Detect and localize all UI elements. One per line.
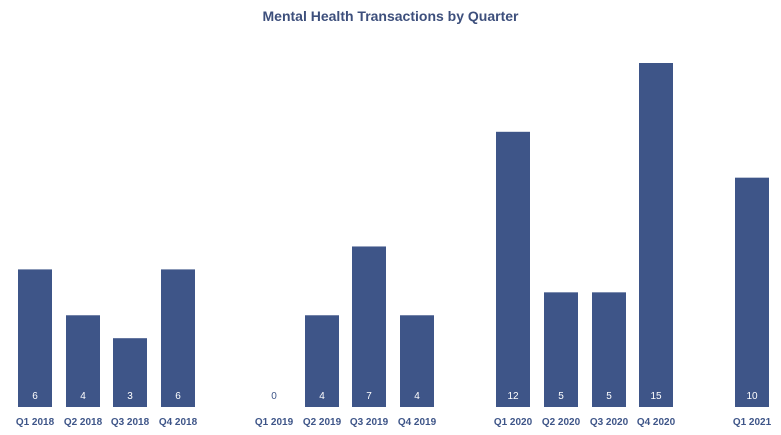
data-label: 5: [606, 391, 612, 402]
bar-q3-2019: [352, 246, 386, 407]
bar-q1-2018: [18, 269, 52, 407]
data-label: 12: [507, 391, 519, 402]
data-label: 5: [558, 391, 564, 402]
data-label: 10: [746, 391, 758, 402]
bar-q1-2020: [496, 131, 530, 408]
x-tick-label: Q2 2020: [542, 417, 581, 428]
data-label: 3: [127, 391, 133, 402]
data-label: 6: [32, 391, 38, 402]
x-tick-label: Q4 2020: [637, 417, 676, 428]
x-tick-label: Q1 2018: [16, 417, 55, 428]
x-tick-label: Q1 2019: [255, 417, 294, 428]
x-tick-label: Q2 2018: [64, 417, 103, 428]
chart-title: Mental Health Transactions by Quarter: [262, 8, 519, 24]
bar-q1-2021: [735, 177, 769, 407]
x-tick-label: Q1 2021: [733, 417, 772, 428]
data-label: 4: [319, 391, 325, 402]
x-tick-label: Q1 2020: [494, 417, 533, 428]
bar-q2-2019: [305, 315, 339, 407]
data-label: 6: [175, 391, 181, 402]
bar-q4-2018: [161, 269, 195, 407]
data-label: 7: [366, 391, 372, 402]
bar-q3-2020: [592, 292, 626, 407]
bar-q4-2019: [400, 315, 434, 407]
data-label: 4: [414, 391, 420, 402]
x-tick-label: Q2 2019: [303, 417, 342, 428]
bar-q4-2020: [639, 63, 673, 407]
data-label: 0: [271, 391, 277, 402]
x-tick-label: Q3 2020: [590, 417, 629, 428]
bar-q3-2018: [113, 338, 147, 407]
x-tick-label: Q3 2019: [350, 417, 389, 428]
data-label: 4: [80, 391, 86, 402]
x-tick-label: Q4 2019: [398, 417, 437, 428]
x-tick-label: Q4 2018: [159, 417, 198, 428]
data-label: 15: [650, 391, 662, 402]
bar-q2-2020: [544, 292, 578, 407]
x-tick-label: Q3 2018: [111, 417, 150, 428]
bar-q2-2018: [66, 315, 100, 407]
